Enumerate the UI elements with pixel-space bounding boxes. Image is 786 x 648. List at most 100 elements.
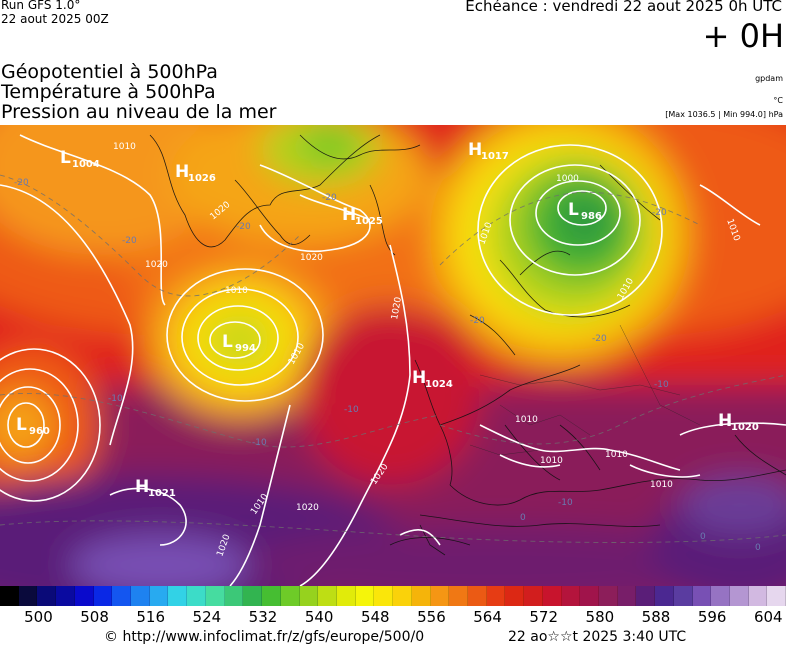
color-scale-labels: 500 508 516 524 532 540 548 556 564 572 580 588 596 6…: [0, 608, 786, 628]
temperature-labels: -20 -20 -20 -20 -20 -10 -10 -10 0 -20 -2…: [14, 178, 761, 553]
svg-text:H: H: [342, 205, 356, 225]
run-label: Run GFS 1.0°: [1, 0, 81, 12]
svg-text:L: L: [222, 332, 233, 352]
temp-label: -20: [322, 193, 337, 203]
scale-swatch: [767, 586, 786, 606]
scale-swatch: [74, 586, 94, 606]
temp-label: -20: [122, 236, 137, 246]
scale-tick-label: 500: [24, 608, 53, 626]
scale-swatch: [112, 586, 132, 606]
scale-swatch: [224, 586, 244, 606]
svg-text:960: 960: [29, 426, 50, 437]
scale-tick-label: 556: [417, 608, 446, 626]
scale-swatch: [692, 586, 712, 606]
scale-swatch: [636, 586, 656, 606]
scale-swatch: [205, 586, 225, 606]
scale-swatch: [673, 586, 693, 606]
scale-swatch: [542, 586, 562, 606]
scale-swatch: [393, 586, 412, 606]
forecast-time: Echéance : vendredi 22 aout 2025 0h UTC: [465, 0, 782, 15]
scale-swatch: [730, 586, 749, 606]
run-date: 22 aout 2025 00Z: [1, 12, 109, 26]
svg-text:H: H: [468, 140, 482, 160]
temp-label: 0: [700, 532, 706, 542]
scale-swatch: [430, 586, 450, 606]
scale-swatch: [93, 586, 113, 606]
scale-swatch: [299, 586, 319, 606]
unit-geopotential: gpdam: [755, 74, 783, 83]
scale-swatch: [280, 586, 300, 606]
scale-swatch: [411, 586, 431, 606]
scale-swatch: [599, 586, 618, 606]
pressure-range: [Max 1036.5 | Min 994.0] hPa: [665, 110, 783, 119]
svg-text:1021: 1021: [148, 488, 176, 499]
svg-text:1004: 1004: [72, 159, 100, 170]
scale-swatch: [580, 586, 599, 606]
scale-swatch: [262, 586, 281, 606]
center-l-994: L 994: [222, 332, 256, 354]
svg-text:1025: 1025: [355, 216, 383, 227]
scale-swatch: [561, 586, 581, 606]
svg-text:L: L: [60, 148, 71, 168]
lead-time: + 0H: [702, 17, 784, 55]
temp-label: -10: [344, 405, 359, 415]
svg-text:1024: 1024: [425, 379, 453, 390]
svg-text:994: 994: [235, 343, 256, 354]
scale-swatch: [168, 586, 188, 606]
isobar-label: 1010: [650, 480, 673, 490]
scale-swatch: [243, 586, 263, 606]
scale-swatch: [131, 586, 150, 606]
scale-swatch: [336, 586, 356, 606]
temp-label: -20: [236, 222, 251, 232]
svg-text:H: H: [718, 411, 732, 431]
color-scale: [0, 586, 786, 606]
temp-label: -10: [654, 380, 669, 390]
scale-swatch: [56, 586, 75, 606]
isobar-label: 1020: [390, 296, 404, 321]
isobar-label: 1000: [556, 174, 579, 184]
svg-text:H: H: [175, 162, 189, 182]
scale-swatch: [0, 586, 19, 606]
title-temperature: Température à 500hPa: [1, 81, 216, 103]
scale-tick-label: 516: [136, 608, 166, 626]
isobar-label: 1010: [540, 456, 563, 466]
isobar-label: 1020: [296, 503, 319, 513]
temp-label: 0: [520, 513, 526, 523]
scale-swatch: [37, 586, 57, 606]
svg-text:986: 986: [581, 211, 602, 222]
scale-swatch: [748, 586, 768, 606]
scale-tick-label: 580: [585, 608, 615, 626]
scale-swatch: [18, 586, 38, 606]
scale-swatch: [187, 586, 206, 606]
scale-swatch: [655, 586, 674, 606]
svg-text:L: L: [568, 200, 579, 220]
scale-tick-label: 572: [529, 608, 559, 626]
scale-swatch: [711, 586, 731, 606]
scale-swatch: [355, 586, 375, 606]
isobar-label: 1010: [515, 415, 538, 425]
scale-swatch: [617, 586, 637, 606]
scale-tick-label: 604: [753, 608, 783, 626]
svg-text:1020: 1020: [731, 422, 759, 433]
temp-label: -10: [252, 438, 267, 448]
scale-swatch: [449, 586, 468, 606]
scale-tick-label: 540: [304, 608, 334, 626]
isobars: [0, 134, 786, 586]
scale-tick-label: 548: [360, 608, 390, 626]
temperature-isotherms: [0, 174, 786, 543]
isobar-label: 1010: [225, 286, 248, 296]
source-credit: © http://www.infoclimat.fr/z/gfs/europe/…: [104, 629, 425, 645]
scale-swatch: [374, 586, 394, 606]
scale-tick-label: 508: [80, 608, 109, 626]
scale-tick-label: 596: [697, 608, 727, 626]
isobar-label: 1020: [300, 253, 323, 263]
isobar-label: 1010: [605, 450, 628, 460]
temp-label: -10: [108, 394, 123, 404]
scale-swatch: [318, 586, 337, 606]
